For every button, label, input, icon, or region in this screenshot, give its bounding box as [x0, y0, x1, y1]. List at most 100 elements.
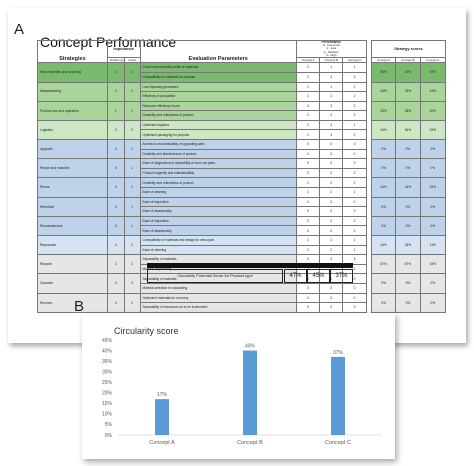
- evaluation-parameter: Optimised materials for recovery: [139, 292, 297, 304]
- evaluation-parameter: Product longevity and maintainability: [139, 167, 297, 179]
- strategy-score: 28%: [370, 100, 397, 121]
- strategy-name: Product use and operation: [37, 100, 108, 121]
- strategy-name: Reuse: [37, 177, 108, 198]
- evaluation-parameter: Low impacting processes: [139, 81, 297, 93]
- performance-score: 1: [319, 81, 344, 93]
- score-concept-a-header: Concept A: [370, 56, 397, 64]
- evaluation-parameter: Optimised packaging for purpose: [139, 129, 297, 141]
- strategy-score: 0%: [419, 139, 447, 160]
- panel-b: Circularity score 0% 5% 10% 15% 20% 25% 30% 35%…: [82, 313, 395, 459]
- performance-score: 0: [295, 292, 321, 304]
- evaluation-parameter: Good environmental profile of materials: [139, 62, 297, 73]
- table-row: Repair and maintain 0 1 Ease of diagnosis a…: [37, 158, 447, 179]
- importance-goals: 2: [123, 62, 141, 83]
- strategy-score: 0%: [370, 273, 397, 294]
- strategy-score: 0%: [395, 158, 421, 179]
- table-row: Raw materials and sourcing 2 2 Good environ…: [37, 62, 447, 83]
- performance-score: 2: [342, 91, 367, 102]
- importance-goals: 2: [123, 177, 141, 198]
- table-row: Upgrade 0 1 Access to and availability of u…: [37, 139, 447, 160]
- evaluation-table-body: Raw materials and sourcing 2 2 Good environ…: [37, 62, 447, 313]
- performance-score: 2: [342, 110, 367, 121]
- performance-score: 1: [319, 62, 344, 73]
- performance-score: 0: [319, 139, 344, 150]
- strategy-score: 0%: [395, 292, 421, 313]
- performance-score: 0: [342, 148, 367, 160]
- performance-title: Performance: [321, 40, 342, 44]
- strategy-score: 28%: [395, 100, 421, 121]
- strategy-name: Remanufacture: [37, 215, 108, 237]
- performance-score: 3: [342, 71, 367, 83]
- circularity-score-chart: 0% 5% 10% 15% 20% 25% 30% 35% 40% 45% 17% Concept A…: [102, 338, 382, 446]
- evaluation-parameter: Ease of disassembly: [139, 225, 297, 236]
- performance-score: 2: [295, 81, 321, 93]
- performance-score: 2: [319, 187, 344, 198]
- performance-score: 0: [342, 302, 367, 313]
- strategy-score: 0%: [395, 273, 421, 294]
- x-tick-label: Concept C: [325, 440, 351, 446]
- performance-score: 2: [295, 62, 321, 73]
- strategy-score: 33%: [419, 177, 447, 198]
- strategy-score: 44%: [370, 81, 397, 102]
- importance-product-type: 2: [106, 254, 125, 275]
- table-row: Logistics 2 2 Optimised logistics 2 3 1 44% 54% 3…: [37, 119, 447, 141]
- strategies-header: Strategies: [37, 39, 108, 64]
- importance-product-type: 2: [106, 81, 125, 102]
- evaluation-parameter: Ease of inspection: [139, 215, 297, 227]
- strategy-score: 11%: [419, 234, 447, 256]
- performance-score: 0: [295, 225, 321, 236]
- strategy-score: 0%: [419, 196, 447, 217]
- strategy-name: Raw materials and sourcing: [37, 62, 108, 83]
- performance-score: 0: [342, 292, 367, 304]
- importance-product-type: 2: [106, 119, 125, 141]
- performance-score: 1: [319, 235, 344, 246]
- performance-score: 3: [319, 119, 344, 131]
- strategy-name: Cascade: [37, 273, 108, 294]
- x-tick-label: Concept B: [237, 440, 263, 446]
- strategy-score: 67%: [395, 254, 421, 275]
- evaluation-parameter: Durability and robustness of product: [139, 110, 297, 121]
- performance-score: 2: [295, 129, 321, 141]
- x-tick-label: Concept A: [149, 440, 175, 446]
- strategy-score: 22%: [419, 100, 447, 121]
- performance-score: 3: [319, 129, 344, 141]
- evaluation-parameter: Efficiency in production: [139, 91, 297, 102]
- strategy-score: 0%: [419, 292, 447, 313]
- strategy-score: 67%: [395, 62, 421, 83]
- performance-score: 2: [295, 71, 321, 83]
- performance-score: 0: [342, 196, 367, 208]
- importance-product-type: 4: [106, 177, 125, 198]
- strategy-score: 33%: [395, 81, 421, 102]
- bar-concept-b: [243, 350, 257, 435]
- importance-product-type: 0: [106, 292, 125, 313]
- performance-score: 0: [319, 167, 344, 179]
- performance-score: 2: [295, 119, 321, 131]
- importance-goals: 2: [123, 119, 141, 141]
- performance-score: 0: [295, 158, 321, 169]
- strategy-score: 44%: [370, 177, 397, 198]
- performance-score: 0: [319, 292, 344, 304]
- evaluation-parameter: Ease of diagnosis and reparability of wo…: [139, 158, 297, 169]
- evaluation-parameter: Durability and timelessness of product: [139, 148, 297, 160]
- evaluation-parameter: Optimised logistics: [139, 119, 297, 131]
- bar-concept-a: [155, 399, 169, 435]
- circularity-potential-footer: Circularity Potential Score for Product …: [147, 263, 353, 285]
- evaluation-parameter: Access to and availability of upgrading …: [139, 139, 297, 150]
- importance-goals: 1: [123, 158, 141, 179]
- strategy-name: Recover: [37, 292, 108, 313]
- performance-score: 1: [342, 235, 367, 246]
- circularity-potential-concept-a: 47%: [284, 269, 307, 283]
- evaluation-parameters-header: Evaluation Parameters: [139, 39, 297, 64]
- performance-legend-2: 2 - Medium: [323, 49, 339, 54]
- importance-goals: 1: [123, 139, 141, 160]
- y-tick-label: 20%: [102, 391, 113, 397]
- performance-legend-1: 1 - Low: [326, 46, 337, 51]
- circularity-potential-label: Circularity Potential Score for Product …: [147, 269, 283, 283]
- importance-product-type: 0: [106, 139, 125, 160]
- performance-score: 0: [319, 158, 344, 169]
- performance-score: 2: [295, 235, 321, 246]
- performance-score: 1: [342, 62, 367, 73]
- importance-product-type: 4: [106, 234, 125, 256]
- strategy-name: Recycle: [37, 254, 108, 275]
- strategy-score: 0%: [370, 158, 397, 179]
